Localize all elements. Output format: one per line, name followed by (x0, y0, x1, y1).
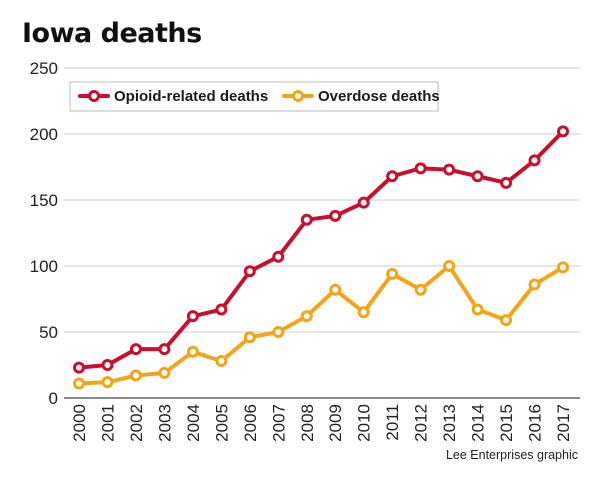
y-tick-label: 250 (30, 59, 58, 78)
data-point (471, 303, 484, 316)
data-point (528, 278, 541, 291)
x-tick-label: 2004 (184, 404, 203, 442)
x-tick-label: 2002 (127, 404, 146, 442)
data-point (300, 213, 313, 226)
data-point (158, 343, 171, 356)
series-group (73, 125, 569, 374)
gridlines (64, 67, 580, 399)
data-point (329, 283, 342, 296)
data-point (557, 125, 569, 138)
data-point (557, 261, 569, 274)
x-tick-label: 2001 (98, 404, 117, 442)
data-point (215, 355, 228, 368)
x-tick-label: 2003 (155, 404, 174, 442)
series-line (77, 264, 565, 386)
legend-swatch-marker (88, 90, 100, 102)
y-axis-ticks: 0 50 100 150 200 250 (30, 59, 58, 408)
y-tick-label: 100 (30, 257, 58, 276)
x-tick-label: 2010 (355, 404, 374, 442)
data-point (186, 310, 199, 323)
data-point (414, 283, 427, 296)
x-tick-label: 2008 (298, 404, 317, 442)
x-tick-label: 2016 (526, 404, 545, 442)
data-point (357, 196, 370, 209)
y-tick-label: 150 (30, 191, 58, 210)
x-axis-ticks: 2000 2001 2002 2003 2004 2005 2006 2007 2008 2009… (70, 404, 573, 442)
data-point (471, 170, 484, 183)
x-tick-label: 2015 (497, 404, 516, 442)
series-group (73, 260, 569, 390)
source-credit: Lee Enterprises graphic (445, 448, 578, 462)
data-point (386, 170, 399, 183)
legend-label: Opioid-related deaths (114, 88, 268, 105)
legend: Opioid-related deaths Overdose deaths (69, 81, 440, 112)
x-tick-label: 2000 (70, 404, 89, 442)
data-point (443, 260, 456, 272)
x-tick-label: 2013 (440, 404, 459, 442)
data-point (73, 377, 85, 390)
data-point (129, 343, 142, 356)
x-tick-label: 2014 (469, 404, 488, 442)
data-point (158, 366, 171, 379)
data-point (272, 250, 285, 263)
data-point (73, 361, 85, 374)
data-point (243, 331, 256, 344)
data-point (500, 314, 513, 327)
legend-swatch-marker (292, 90, 304, 102)
x-tick-label: 2012 (412, 404, 431, 442)
y-tick-label: 50 (39, 323, 58, 342)
data-point (101, 359, 114, 371)
data-point (101, 376, 114, 389)
x-tick-label: 2017 (554, 404, 573, 442)
legend-box (69, 81, 439, 112)
data-point (300, 310, 313, 323)
series-layer (73, 125, 569, 390)
data-point (500, 176, 513, 189)
y-tick-label: 0 (49, 389, 58, 408)
data-point (329, 209, 342, 222)
data-point (357, 306, 370, 319)
x-tick-label: 2007 (269, 404, 288, 442)
data-point (443, 163, 456, 176)
data-point (528, 154, 541, 167)
data-point (129, 369, 142, 382)
legend-label: Overdose deaths (318, 88, 440, 105)
data-point (414, 162, 427, 175)
x-tick-label: 2005 (212, 404, 231, 442)
x-tick-label: 2009 (326, 404, 345, 442)
data-point (386, 267, 399, 280)
chart-title: Iowa deaths (22, 18, 202, 49)
x-tick-label: 2011 (383, 404, 402, 441)
data-point (215, 303, 228, 316)
y-tick-label: 200 (30, 125, 58, 144)
data-point (272, 326, 285, 338)
x-tick-label: 2006 (241, 404, 260, 442)
data-point (243, 265, 256, 278)
data-point (186, 345, 199, 358)
